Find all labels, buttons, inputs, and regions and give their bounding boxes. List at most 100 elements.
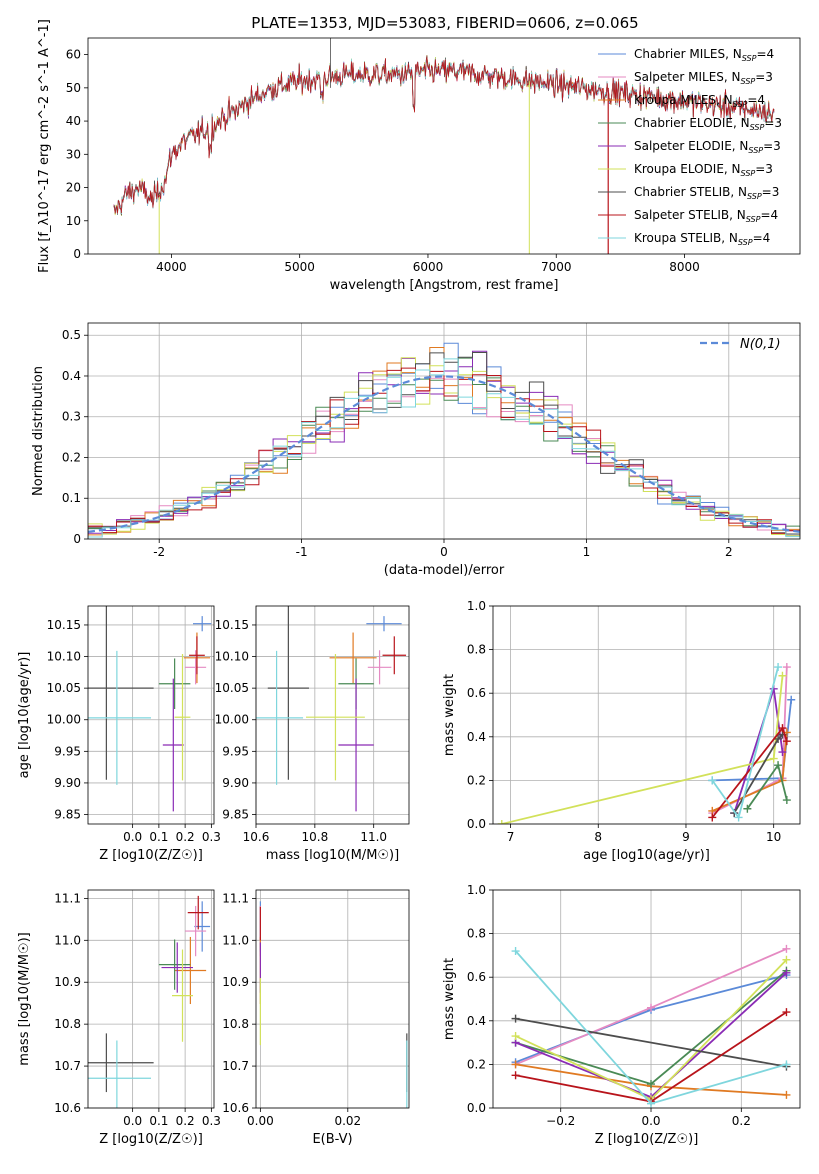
spectrum-xlabel: wavelength [Angstrom, rest frame] xyxy=(330,278,559,293)
weight_vs_age-xtick-label: 10 xyxy=(766,830,781,844)
figure-title: PLATE=1353, MJD=53083, FIBERID=0606, z=0… xyxy=(251,14,638,32)
mass_vs_ebv-grid xyxy=(256,890,409,1109)
spectrum-ytick-label: 50 xyxy=(66,81,81,95)
weight_vs_Z-xtick-label: 0.0 xyxy=(641,1114,660,1128)
age_vs_Z-xtick-label: 0.2 xyxy=(176,830,195,844)
residuals-xlabel: (data-model)/error xyxy=(384,563,505,578)
legend-entry: Kroupa STELIB, NSSP=4 xyxy=(634,231,770,247)
spectrum-ytick-label: 30 xyxy=(66,147,81,161)
residuals-xtick-label: 1 xyxy=(583,545,591,559)
residuals-ytick-label: 0.3 xyxy=(62,410,81,424)
legend-entry: Kroupa ELODIE, NSSP=3 xyxy=(634,162,773,178)
age_vs_mass-point-krou_elodie xyxy=(306,654,365,781)
age_vs_Z-point-salp_stelib xyxy=(189,636,205,675)
spectrum-ylabel: Flux [f_λ10^-17 erg cm^-2 s^-1 A^-1] xyxy=(37,19,52,273)
weight_vs_Z-marker xyxy=(647,1003,656,1012)
residuals-frame xyxy=(87,322,801,540)
spectrum-ytick-label: 60 xyxy=(66,48,81,62)
mass_vs_Z-point-krou_elodie xyxy=(172,949,193,1042)
age_vs_Z-ytick-label: 10.15 xyxy=(47,618,81,632)
age_vs_Z-ytick-label: 10.00 xyxy=(47,713,81,727)
age_vs_mass-xtick-label: 10.6 xyxy=(243,830,270,844)
age_vs_Z-plot-area xyxy=(88,606,212,812)
spectrum-panel: 4000 5000 6000 7000 8000 0 10 20 30 40 50 60 wavelen… xyxy=(37,19,801,293)
age_vs_Z-ylabel: age [log10(age/yr)] xyxy=(17,652,32,779)
residuals-plot-area xyxy=(88,342,800,539)
residuals-ytick-label: 0.1 xyxy=(62,491,81,505)
mass_vs_Z-point-salp_elodie xyxy=(161,942,193,993)
weight_vs_age-marker xyxy=(708,813,717,822)
weight_vs_age-marker xyxy=(778,671,787,680)
mass_vs_Z-point-salp_miles xyxy=(185,905,207,957)
mass_vs_ebv-xlabel: E(B-V) xyxy=(312,1132,352,1147)
residuals-legend: N(0,1) xyxy=(700,337,781,352)
age_vs_Z-xtick-label: 0.1 xyxy=(149,830,168,844)
age_vs_mass-ytick-label: 10.15 xyxy=(215,618,249,632)
weight_vs_Z-plot-area xyxy=(511,944,791,1108)
age_vs_Z-xtick-label: 0.0 xyxy=(123,830,142,844)
weight_vs_Z-marker xyxy=(647,1099,656,1108)
weight_vs_Z-marker xyxy=(782,955,791,964)
age_vs_Z-point-salp_miles xyxy=(185,650,207,685)
weight_vs_age-marker xyxy=(769,754,778,763)
mass_vs_ebv-frame xyxy=(255,889,410,1109)
spectrum-legend: Chabrier MILES, NSSP=4 Salpeter MILES, NS… xyxy=(598,47,782,247)
age_vs_mass-panel: 10.6 10.8 11.0 9.85 9.90 9.95 10.00 10.05 10.10 1… xyxy=(215,605,410,863)
weight_vs_Z-ytick-label: 1.0 xyxy=(467,883,486,897)
weight_vs_age-marker xyxy=(774,734,783,743)
weight_vs_age-panel: 7 8 9 10 0.0 0.2 0.4 0.6 0.8 1.0 age [log10(age/yr… xyxy=(442,599,801,863)
weight_vs_age-marker xyxy=(774,663,783,672)
age_vs_mass-grid xyxy=(255,606,409,824)
mass_vs_Z-point-chab_stelib xyxy=(88,1033,154,1093)
weight_vs_Z-ytick-label: 0.4 xyxy=(467,1014,486,1028)
weight_vs_age-xtick-label: 7 xyxy=(507,830,515,844)
weight_vs_Z-frame xyxy=(492,889,801,1109)
residuals-ytick-label: 0.4 xyxy=(62,369,81,383)
mass_vs_ebv-ytick-label: 10.7 xyxy=(222,1059,249,1073)
mass_vs_Z-ytick-label: 11.0 xyxy=(54,933,81,947)
age_vs_Z-frame xyxy=(87,605,215,825)
weight_vs_age-grid xyxy=(493,605,800,825)
weight_vs_Z-xtick-label: −0.2 xyxy=(546,1114,575,1128)
age_vs_mass-point-salp_miles xyxy=(367,650,392,685)
mass_vs_Z-point-krou_miles xyxy=(174,936,207,1005)
weight_vs_Z-marker xyxy=(511,1071,520,1080)
spectrum-ytick-label: 10 xyxy=(66,214,81,228)
age_vs_mass-plot-area xyxy=(256,606,407,812)
weight_vs_age-xtick-label: 9 xyxy=(682,830,690,844)
weight_vs_age-marker xyxy=(734,813,743,822)
age_vs_Z-point-krou_stelib xyxy=(88,650,151,785)
age_vs_Z-point-chab_miles xyxy=(193,616,212,632)
age_vs_mass-xtick-label: 11.0 xyxy=(360,830,387,844)
age_vs_Z-point-krou_elodie xyxy=(174,654,191,781)
spectrum-xtick-label: 7000 xyxy=(541,260,572,274)
mass_vs_Z-plot-area xyxy=(88,895,211,1108)
mass_vs_Z-ytick-label: 10.6 xyxy=(54,1101,81,1115)
weight_vs_age-xlabel: age [log10(age/yr)] xyxy=(583,848,710,863)
weight_vs_Z-marker xyxy=(782,944,791,953)
age_vs_mass-ytick-label: 10.10 xyxy=(215,650,249,664)
weight_vs_age-ytick-label: 1.0 xyxy=(467,599,486,613)
mass_vs_ebv-xtick-label: 0.00 xyxy=(247,1114,274,1128)
age_vs_mass-ytick-label: 10.00 xyxy=(215,713,249,727)
weight_vs_Z-marker xyxy=(511,1060,520,1069)
spectrum-plot-area xyxy=(113,38,775,254)
spectrum-salp_stelib-line xyxy=(113,56,775,214)
weight_vs_age-ylabel: mass weight xyxy=(442,674,457,756)
weight_vs_age-xtick-label: 8 xyxy=(594,830,602,844)
age_vs_mass-point-chab_stelib xyxy=(267,606,309,780)
weight_vs_age-ytick-label: 0.8 xyxy=(467,643,486,657)
age_vs_mass-frame xyxy=(255,605,410,825)
mass_vs_ebv-ytick-label: 10.8 xyxy=(222,1017,249,1031)
legend-entry: Salpeter STELIB, NSSP=4 xyxy=(634,208,778,224)
spectrum-xtick-label: 8000 xyxy=(669,260,700,274)
weight_vs_age-marker xyxy=(708,776,717,785)
mass_vs_Z-point-salp_stelib xyxy=(187,895,209,930)
age_vs_mass-xtick-label: 10.8 xyxy=(301,830,328,844)
legend-entry: Kroupa MILES, NSSP=4 xyxy=(634,93,765,109)
age_vs_mass-xlabel: mass [log10(M/M☉)] xyxy=(266,848,399,863)
mass_vs_Z-xtick-label: 0.1 xyxy=(149,1114,168,1128)
mass_vs_ebv-xtick-label: 0.02 xyxy=(334,1114,361,1128)
weight_vs_age-marker xyxy=(743,804,752,813)
